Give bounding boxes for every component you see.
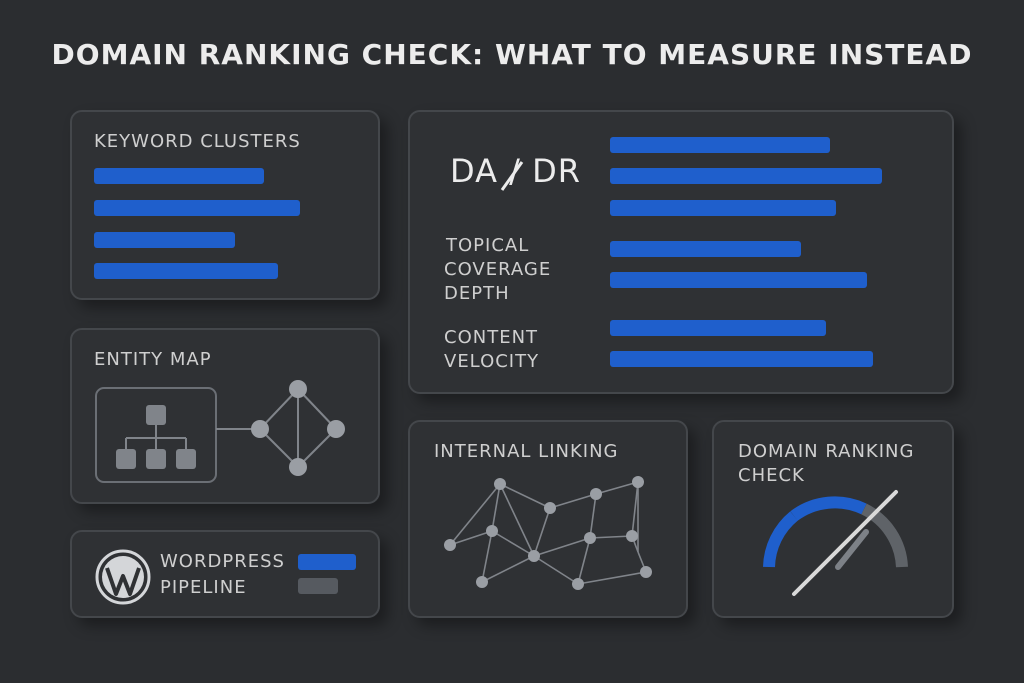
- da-dr-bar-1: [610, 137, 830, 153]
- pipeline-bar-active: [298, 554, 356, 570]
- entity-map-diagram: [95, 380, 345, 483]
- wordpress-label-line1: WORDPRESS: [160, 551, 285, 572]
- velocity-label-line2: VELOCITY: [444, 351, 540, 372]
- keyword-clusters-label: KEYWORD CLUSTERS: [94, 131, 301, 152]
- topical-label-line2: COVERAGE: [444, 259, 552, 280]
- domain-check-label-line2: CHECK: [738, 465, 805, 486]
- internal-linking-label: INTERNAL LINKING: [434, 441, 619, 462]
- page-title: DOMAIN RANKING CHECK: WHAT TO MEASURE IN…: [51, 38, 973, 71]
- metrics-card: DA / DR TOPICAL COVERAGE DEPTH CONTENT V…: [408, 110, 954, 394]
- wordpress-label-line2: PIPELINE: [160, 577, 247, 598]
- keyword-bar-1: [94, 168, 264, 184]
- entity-map-card: ENTITY MAP: [70, 328, 380, 504]
- topical-bar-2: [610, 272, 867, 288]
- topical-label-line3: DEPTH: [444, 283, 510, 304]
- wordpress-logo-icon: [95, 549, 151, 605]
- link-graph-diagram: [444, 476, 652, 590]
- da-dr-bar-3: [610, 200, 836, 216]
- keyword-clusters-card: KEYWORD CLUSTERS: [70, 110, 380, 300]
- entity-map-label: ENTITY MAP: [94, 349, 212, 370]
- crossed-out-gauge-icon: [763, 490, 908, 596]
- topical-label-line1: TOPICAL: [446, 235, 530, 256]
- internal-linking-card: INTERNAL LINKING: [408, 420, 688, 618]
- velocity-label-line1: CONTENT: [444, 327, 539, 348]
- velocity-bar-1: [610, 320, 826, 336]
- da-dr-bar-2: [610, 168, 882, 184]
- keyword-bar-3: [94, 232, 235, 248]
- wordpress-pipeline-card: WORDPRESS PIPELINE: [70, 530, 380, 618]
- keyword-bar-2: [94, 200, 300, 216]
- domain-ranking-check-card: DOMAIN RANKING CHECK: [712, 420, 954, 618]
- velocity-bar-2: [610, 351, 873, 367]
- pipeline-bar-pending: [298, 578, 338, 594]
- topical-bar-1: [610, 241, 801, 257]
- keyword-bar-4: [94, 263, 278, 279]
- strike-through-icon: [500, 161, 524, 191]
- domain-check-label-line1: DOMAIN RANKING: [738, 441, 915, 462]
